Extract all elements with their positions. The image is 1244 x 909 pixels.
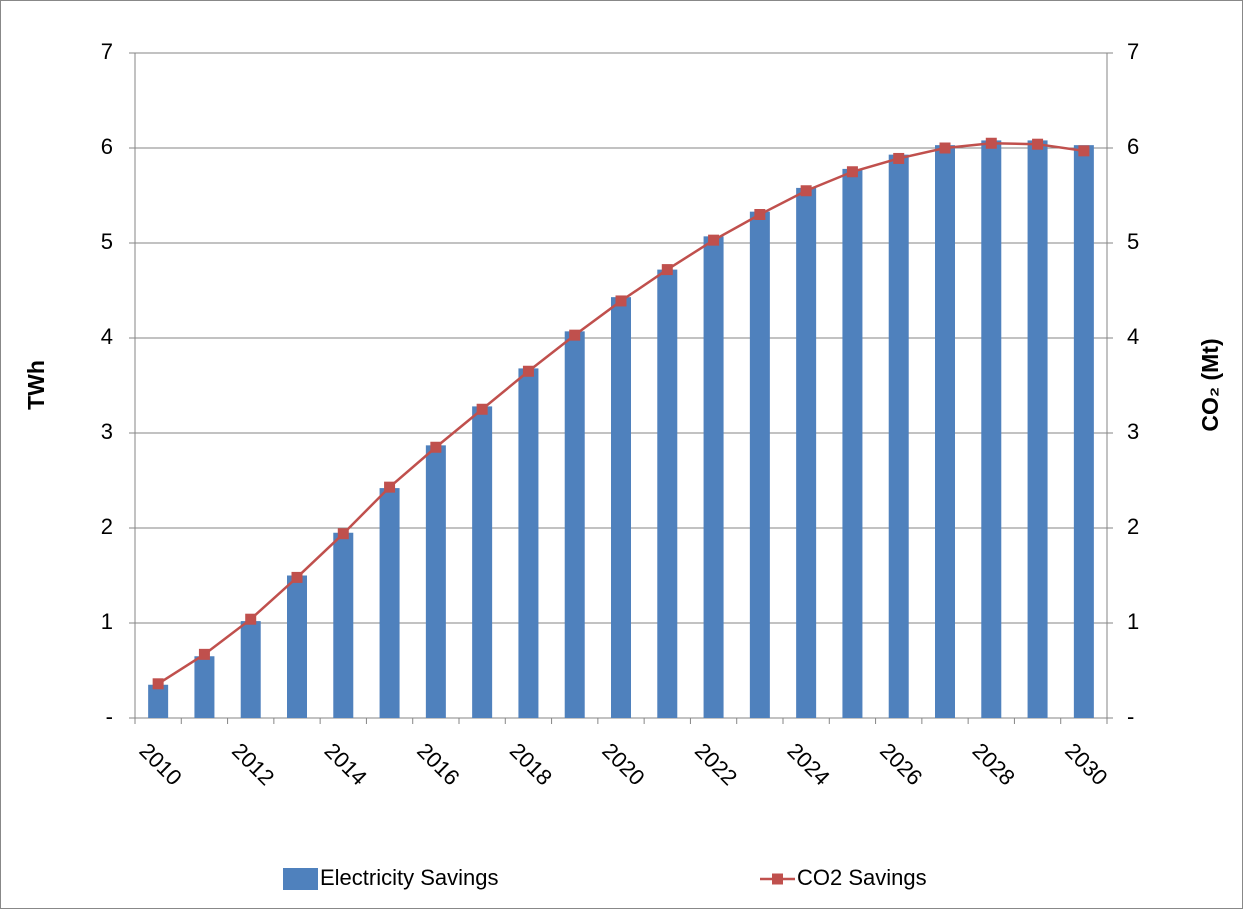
marker: [384, 481, 396, 493]
y2-tick-label: 2: [1127, 514, 1139, 539]
marker: [291, 571, 303, 583]
marker: [476, 403, 488, 415]
bar: [333, 532, 354, 718]
bar: [564, 331, 585, 718]
marker: [245, 613, 257, 625]
marker: [1032, 138, 1044, 150]
y2-tick-label: 5: [1127, 229, 1139, 254]
marker: [430, 441, 442, 453]
marker: [939, 142, 951, 154]
marker: [522, 365, 534, 377]
marker: [1078, 145, 1090, 157]
y-tick-label: 6: [101, 134, 113, 159]
marker: [337, 528, 349, 540]
y2-axis-title: CO₂ (Mt): [1197, 338, 1223, 431]
bar: [240, 621, 261, 718]
y2-tick-label: 4: [1127, 324, 1139, 349]
bar: [425, 445, 446, 718]
y-tick-label: 7: [101, 39, 113, 64]
y2-tick-label: 6: [1127, 134, 1139, 159]
bar: [703, 236, 724, 718]
bar: [749, 211, 770, 718]
bar: [888, 154, 909, 718]
y-tick-label: 5: [101, 229, 113, 254]
y-tick-label: 2: [101, 514, 113, 539]
marker: [708, 234, 720, 246]
marker: [846, 166, 858, 178]
legend-label: CO2 Savings: [797, 865, 927, 890]
bar: [287, 575, 307, 718]
bar: [379, 488, 400, 718]
marker: [569, 329, 581, 341]
legend-swatch: [283, 868, 318, 890]
marker: [893, 152, 905, 164]
marker: [661, 264, 673, 276]
bar: [842, 168, 863, 718]
bar: [935, 145, 955, 718]
bar: [611, 297, 631, 718]
legend-marker: [772, 873, 783, 885]
bar: [194, 656, 215, 718]
bar: [148, 684, 169, 718]
y-tick-label: 4: [101, 324, 113, 349]
y2-tick-label: -: [1127, 704, 1134, 729]
bar: [518, 368, 539, 718]
legend-label: Electricity Savings: [320, 865, 499, 890]
y2-tick-label: 7: [1127, 39, 1139, 64]
bar: [1027, 140, 1048, 718]
y-tick-label: -: [106, 704, 113, 729]
bar: [657, 269, 678, 718]
y-tick-label: 1: [101, 609, 113, 634]
y-axis-title: TWh: [23, 360, 49, 410]
bar: [796, 187, 817, 718]
bar: [1073, 145, 1094, 718]
y2-tick-label: 3: [1127, 419, 1139, 444]
marker: [754, 209, 766, 220]
marker: [985, 137, 997, 149]
y2-tick-label: 1: [1127, 609, 1139, 634]
marker: [800, 185, 812, 197]
marker: [152, 678, 164, 690]
bar: [981, 140, 1002, 718]
marker: [615, 295, 627, 307]
marker: [198, 648, 210, 660]
y-tick-label: 3: [101, 419, 113, 444]
bar: [472, 406, 493, 718]
